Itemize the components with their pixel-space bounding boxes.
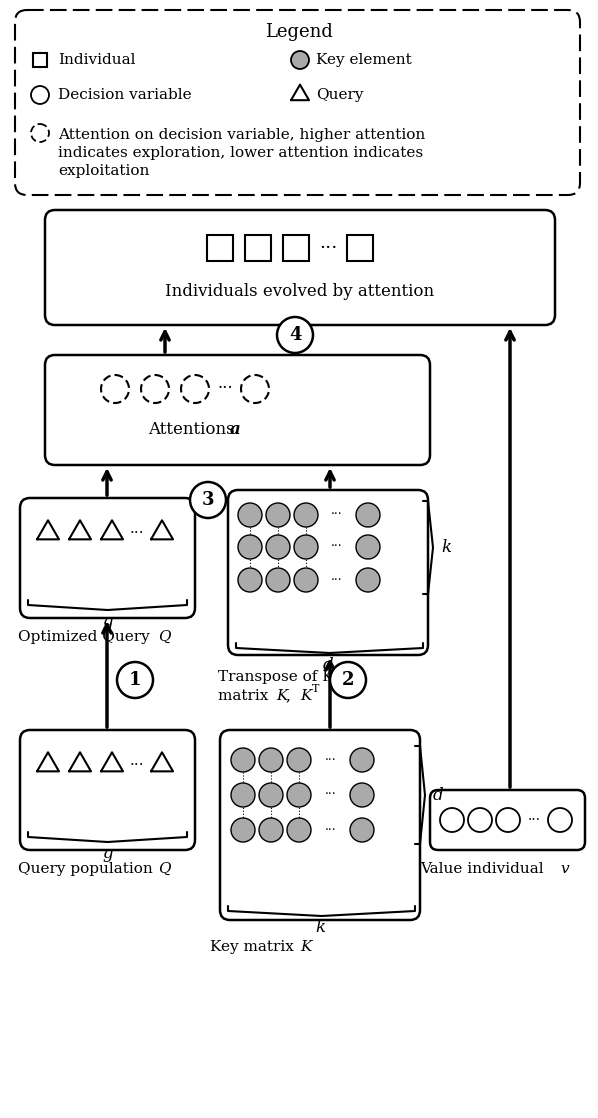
- Circle shape: [259, 818, 283, 842]
- Bar: [33, 53, 47, 67]
- FancyBboxPatch shape: [228, 490, 428, 655]
- Text: Q: Q: [158, 862, 170, 877]
- Text: ···: ···: [325, 754, 336, 767]
- FancyBboxPatch shape: [430, 790, 585, 850]
- FancyBboxPatch shape: [15, 10, 580, 195]
- Text: Attention on decision variable, higher attention: Attention on decision variable, higher a…: [58, 127, 425, 142]
- Text: Optimized Query: Optimized Query: [18, 631, 155, 644]
- Text: T: T: [312, 684, 319, 694]
- Circle shape: [259, 748, 283, 773]
- Text: 4: 4: [289, 326, 301, 344]
- Text: exploitation: exploitation: [58, 164, 150, 178]
- Circle shape: [266, 503, 290, 527]
- Text: Transpose of Key: Transpose of Key: [218, 670, 351, 684]
- FancyBboxPatch shape: [45, 356, 430, 465]
- Text: ···: ···: [217, 380, 233, 398]
- Circle shape: [356, 503, 380, 527]
- Text: Attentions: Attentions: [148, 421, 240, 438]
- Circle shape: [330, 662, 366, 698]
- FancyBboxPatch shape: [20, 730, 195, 850]
- Text: Individuals evolved by attention: Individuals evolved by attention: [166, 284, 435, 301]
- Text: ···: ···: [331, 540, 343, 553]
- Text: Query population: Query population: [18, 862, 158, 877]
- Text: Legend: Legend: [265, 23, 333, 41]
- Bar: [283, 235, 309, 260]
- Circle shape: [231, 783, 255, 807]
- Text: Key element: Key element: [316, 53, 412, 67]
- Text: k: k: [315, 919, 325, 937]
- Circle shape: [287, 818, 311, 842]
- Text: ,: ,: [286, 689, 296, 703]
- Text: 1: 1: [129, 671, 141, 689]
- Circle shape: [266, 568, 290, 593]
- Text: ···: ···: [325, 824, 336, 836]
- Text: Value individual: Value individual: [420, 862, 548, 877]
- Text: Individual: Individual: [58, 53, 136, 67]
- Bar: [347, 235, 373, 260]
- Circle shape: [190, 482, 226, 518]
- Circle shape: [350, 748, 374, 773]
- Bar: [245, 235, 271, 260]
- Text: K: K: [300, 689, 312, 703]
- Text: g: g: [102, 614, 113, 631]
- Text: d: d: [433, 786, 444, 804]
- Text: v: v: [560, 862, 569, 877]
- Circle shape: [287, 748, 311, 773]
- Text: ···: ···: [130, 525, 144, 540]
- Text: g: g: [102, 845, 113, 862]
- Circle shape: [294, 503, 318, 527]
- Text: ···: ···: [319, 239, 337, 257]
- FancyBboxPatch shape: [45, 210, 555, 325]
- Circle shape: [238, 568, 262, 593]
- Circle shape: [259, 783, 283, 807]
- Text: Key matrix: Key matrix: [210, 940, 299, 954]
- FancyBboxPatch shape: [20, 498, 195, 618]
- Circle shape: [294, 536, 318, 559]
- Text: indicates exploration, lower attention indicates: indicates exploration, lower attention i…: [58, 146, 423, 160]
- Circle shape: [350, 783, 374, 807]
- Text: ···: ···: [331, 574, 343, 587]
- Circle shape: [350, 818, 374, 842]
- Circle shape: [287, 783, 311, 807]
- FancyBboxPatch shape: [220, 730, 420, 920]
- Circle shape: [356, 568, 380, 593]
- Circle shape: [238, 536, 262, 559]
- Text: d: d: [323, 656, 333, 673]
- Text: Q: Q: [158, 631, 170, 644]
- Circle shape: [294, 568, 318, 593]
- Text: ···: ···: [325, 788, 336, 802]
- Circle shape: [231, 818, 255, 842]
- Text: K: K: [300, 940, 312, 954]
- Circle shape: [356, 536, 380, 559]
- Text: k: k: [441, 539, 451, 556]
- Circle shape: [238, 503, 262, 527]
- Bar: [207, 235, 233, 260]
- Text: Query: Query: [316, 88, 364, 102]
- Circle shape: [231, 748, 255, 773]
- Circle shape: [277, 318, 313, 353]
- Circle shape: [117, 662, 153, 698]
- Text: 3: 3: [202, 491, 214, 509]
- Text: a: a: [230, 421, 241, 438]
- Circle shape: [266, 536, 290, 559]
- Text: 2: 2: [341, 671, 354, 689]
- Circle shape: [291, 51, 309, 69]
- Text: ···: ···: [527, 813, 541, 827]
- Text: ···: ···: [331, 509, 343, 521]
- Text: Decision variable: Decision variable: [58, 88, 191, 102]
- Text: K: K: [276, 689, 288, 703]
- Text: ···: ···: [130, 758, 144, 773]
- Text: matrix: matrix: [218, 689, 273, 703]
